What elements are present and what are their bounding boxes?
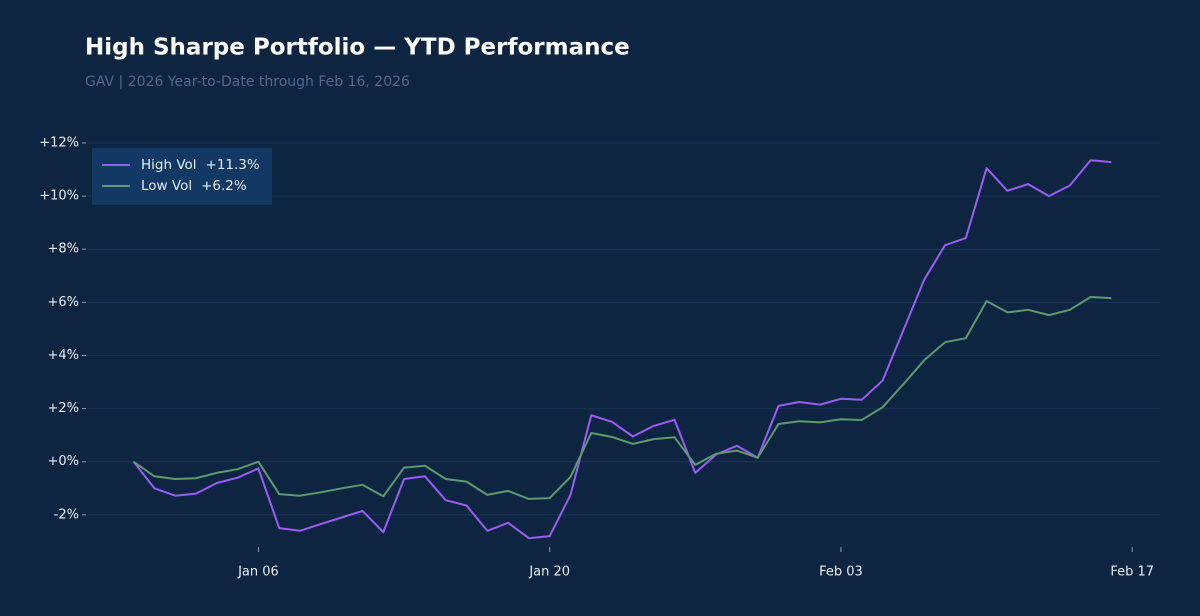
chart-subtitle: GAV | 2026 Year-to-Date through Feb 16, … [85,74,410,90]
legend-value: +11.3% [206,157,260,173]
series-line [132,159,1112,540]
legend-name: Low Vol [141,178,192,194]
series-line [133,296,1112,500]
y-tick-label: -2% [54,507,79,522]
legend-value: +6.2% [201,178,247,194]
legend-box [92,148,272,205]
x-tick-label: Jan 20 [528,565,570,580]
legend-name: High Vol [141,157,197,173]
x-tick-label: Feb 17 [1110,565,1154,580]
chart-title: High Sharpe Portfolio — YTD Performance [85,35,630,61]
x-tick-label: Feb 03 [819,565,863,580]
y-tick-label: +4% [47,348,79,363]
legend: High Vol +11.3% Low Vol +6.2% [92,148,272,205]
legend-label: Low Vol +6.2% [141,178,247,194]
y-tick-label: +12% [39,135,79,150]
y-tick-label: +8% [47,242,79,257]
x-tick-label: Jan 06 [237,565,279,580]
y-tick-label: +6% [47,295,79,310]
y-tick-label: +0% [47,454,79,469]
y-tick-label: +10% [39,189,79,204]
legend-label: High Vol +11.3% [141,157,260,173]
y-tick-label: +2% [47,401,79,416]
